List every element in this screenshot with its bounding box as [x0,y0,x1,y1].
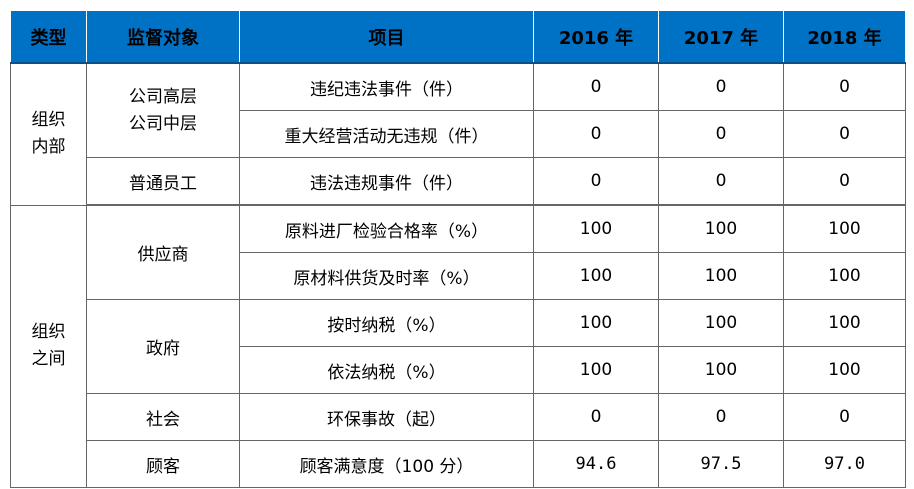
value-2017: 0 [658,110,784,158]
value-2017: 100 [658,346,784,394]
value-2016: 100 [533,299,659,347]
header-2016: 2016 年 [533,10,659,64]
value-2016: 0 [533,157,659,206]
target-cell-staff: 普通员工 [86,157,240,206]
value-2018: 100 [783,299,906,347]
table-row: 组织 内部 公司高层 公司中层 违纪违法事件（件） 0 0 0 [10,62,906,206]
value-2017: 100 [658,204,784,253]
value-2017: 0 [658,62,784,111]
item-cell: 依法纳税（%） [239,346,534,394]
header-2018: 2018 年 [783,10,906,64]
value-2016: 0 [533,62,659,111]
item-cell: 原料进厂检验合格率（%） [239,204,534,253]
item-cell: 顾客满意度（100 分） [239,440,534,488]
value-2016: 94.6 [533,440,659,488]
target-cell-supplier: 供应商 [86,204,240,300]
value-2017: 100 [658,299,784,347]
item-cell: 原材料供货及时率（%） [239,252,534,300]
header-2017: 2017 年 [658,10,784,64]
value-2018: 0 [783,110,906,158]
table-row: 组织 之间 供应商 原料进厂检验合格率（%） 100 100 100 [10,204,906,488]
header-row: 类型 监督对象 项目 2016 年 2017 年 2018 年 [10,10,906,64]
value-2017: 0 [658,393,784,441]
value-2018: 100 [783,346,906,394]
item-cell: 环保事故（起） [239,393,534,441]
value-2017: 100 [658,252,784,300]
value-2018: 97.0 [783,440,906,488]
value-2016: 100 [533,346,659,394]
table-row: 社会 环保事故（起） 0 0 0 [11,393,906,441]
item-cell: 违法违规事件（件） [239,157,534,206]
value-2018: 0 [783,62,906,111]
value-2017: 97.5 [658,440,784,488]
table-row: 顾客 顾客满意度（100 分） 94.6 97.5 97.0 [11,440,906,488]
type-cell-external: 组织 之间 [10,204,87,488]
value-2017: 0 [658,157,784,206]
value-2016: 0 [533,110,659,158]
target-cell-government: 政府 [86,299,240,394]
target-cell-society: 社会 [86,393,240,441]
type-cell-internal: 组织 内部 [10,62,87,206]
value-2018: 0 [783,393,906,441]
table-row: 普通员工 违法违规事件（件） 0 0 0 [11,157,906,206]
header-item: 项目 [239,10,534,64]
value-2018: 100 [783,204,906,253]
value-2016: 100 [533,204,659,253]
item-cell: 重大经营活动无违规（件） [239,110,534,158]
item-cell: 违纪违法事件（件） [239,62,534,111]
value-2018: 0 [783,157,906,206]
header-target: 监督对象 [86,10,240,64]
header-type: 类型 [10,10,87,64]
item-cell: 按时纳税（%） [239,299,534,347]
value-2016: 100 [533,252,659,300]
target-cell-management: 公司高层 公司中层 [86,62,240,158]
table-row: 重大经营活动无违规（件） 0 0 0 [11,110,906,158]
target-cell-customer: 顾客 [86,440,240,488]
supervision-table: 类型 监督对象 项目 2016 年 2017 年 2018 年 组织 内部 公司… [10,10,906,488]
table-row: 政府 按时纳税（%） 100 100 100 [11,299,906,394]
value-2016: 0 [533,393,659,441]
value-2018: 100 [783,252,906,300]
